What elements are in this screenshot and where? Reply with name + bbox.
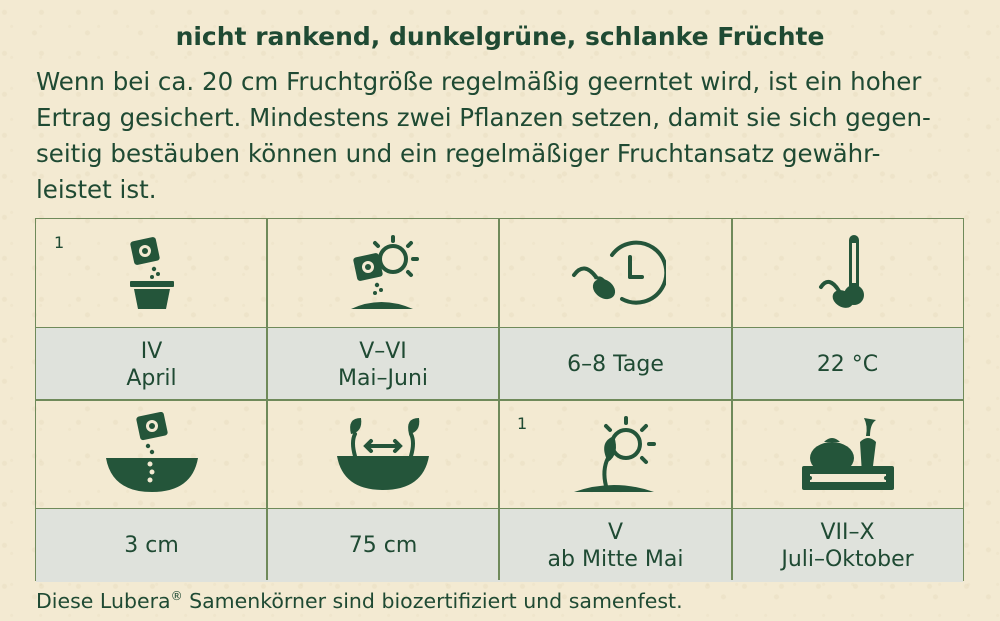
- cell-label-secondary: April: [126, 365, 177, 391]
- cell-label-secondary: ab Mitte Mai: [547, 546, 684, 572]
- cell-germination-time: 6–8 Tage: [499, 219, 732, 401]
- plant-spacing-icon: [337, 418, 429, 490]
- description-line: Ertrag gesichert. Mindestens zwei Pflanz…: [36, 103, 931, 132]
- cell-label-primary: IV: [140, 338, 163, 364]
- registered-mark: ®: [170, 589, 183, 604]
- sowing-pot-icon: [129, 237, 174, 309]
- sowing-depth-icon: [105, 412, 198, 492]
- cell-label-primary: 3 cm: [124, 533, 179, 558]
- headline: nicht rankend, dunkelgrüne, schlanke Frü…: [175, 22, 825, 51]
- cell-label-primary: V–VI: [359, 338, 407, 364]
- cell-plant-spacing: 75 cm: [267, 400, 499, 582]
- description-line: leistet ist.: [36, 175, 157, 204]
- cell-germination-temperature: 22 °C: [732, 219, 963, 401]
- description-line: seitig bestäuben können und ein regelmäß…: [36, 139, 881, 168]
- cell-label-primary: V: [607, 519, 624, 545]
- cell-sowing-depth: 3 cm: [36, 400, 267, 582]
- germination-temperature-icon: [818, 235, 864, 308]
- cell-sowing-outdoor: V–VI Mai–Juni: [267, 219, 499, 401]
- info-grid: 1 IV April: [35, 218, 964, 582]
- sowing-outdoor-sun-icon: [351, 235, 419, 309]
- germination-time-icon: [571, 240, 666, 305]
- cell-planting-out: 1 V ab Mitte Mai: [499, 400, 732, 582]
- planting-out-sun-icon: [573, 416, 656, 492]
- cell-label-secondary: Mai–Juni: [337, 365, 429, 391]
- footer-note: Diese Lubera® Samenkörner sind biozertif…: [36, 589, 683, 613]
- footnote-marker: 1: [517, 414, 528, 433]
- footnote-marker: 1: [54, 233, 65, 252]
- description-line: Wenn bei ca. 20 cm Fruchtgröße regelmäßi…: [36, 67, 922, 96]
- harvest-crate-icon: [801, 418, 894, 490]
- cell-label-primary: VII–X: [820, 519, 875, 545]
- cell-label-primary: 6–8 Tage: [567, 352, 664, 377]
- cell-sowing-indoor: 1 IV April: [36, 219, 267, 401]
- description: Wenn bei ca. 20 cm Fruchtgröße regelmäßi…: [36, 64, 966, 208]
- grid-divider: [36, 399, 963, 401]
- cell-label-primary: 75 cm: [348, 533, 418, 558]
- cell-label-secondary: Juli–Oktober: [781, 546, 914, 572]
- footer-text: Samenkörner sind biozertifiziert und sam…: [182, 589, 683, 613]
- cell-harvest: VII–X Juli–Oktober: [732, 400, 963, 582]
- footer-text: Diese Lubera: [36, 589, 171, 613]
- cell-label-primary: 22 °C: [816, 352, 879, 377]
